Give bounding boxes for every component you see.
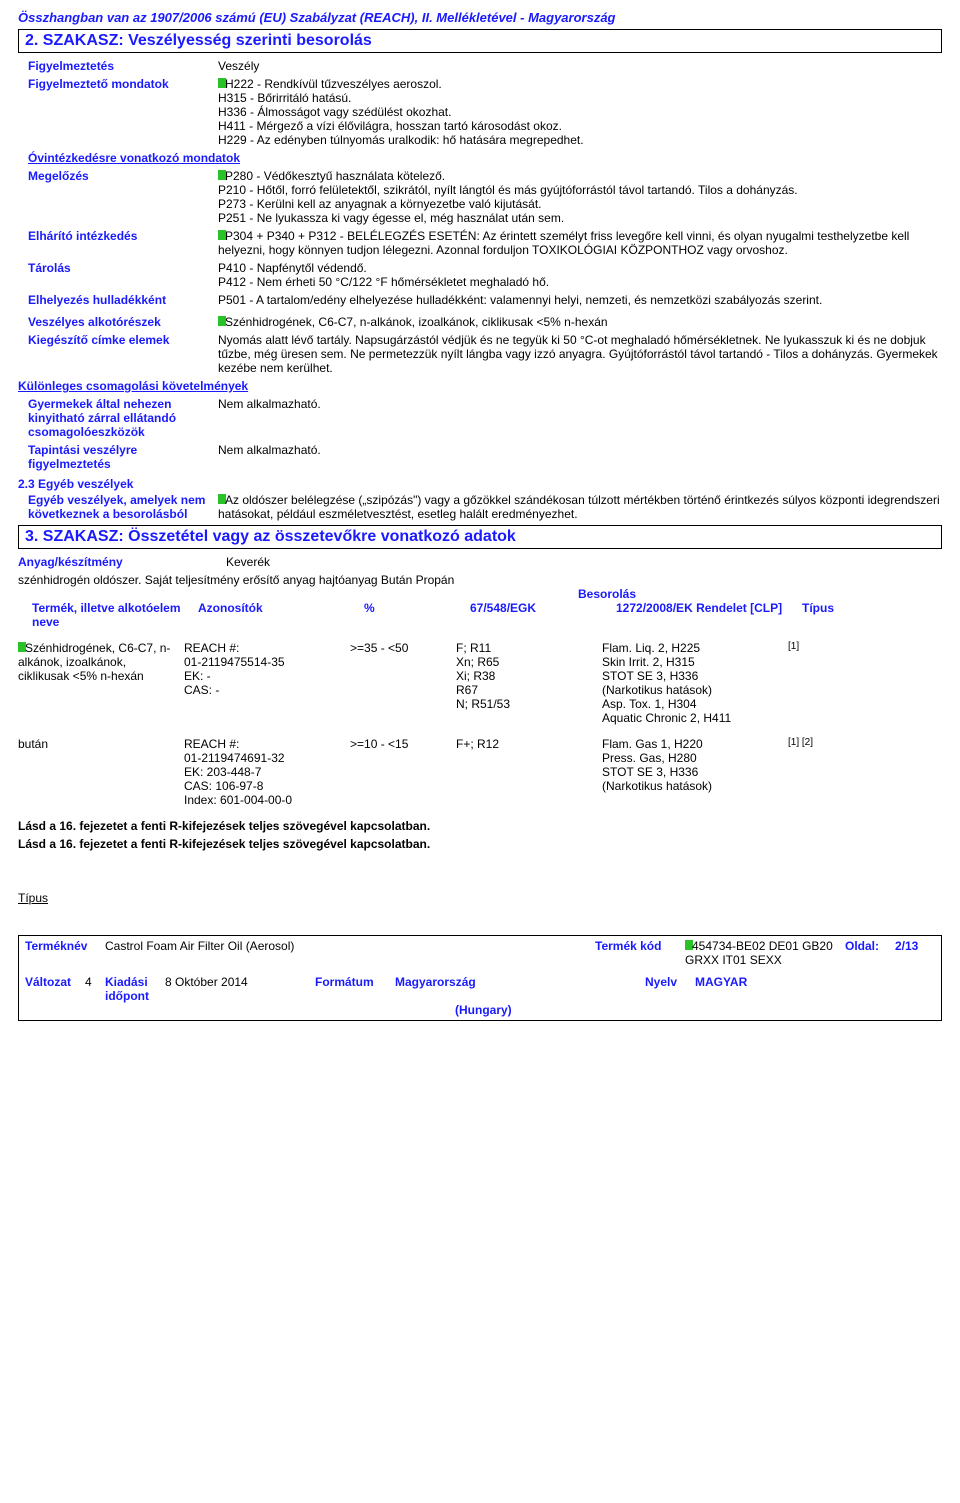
kiegeszito-value: Nyomás alatt lévő tartály. Napsugárzástó… — [218, 333, 942, 375]
tarolas-value: P410 - Napfénytől védendő. P412 - Nem ér… — [218, 261, 942, 289]
kiadasi-label: Kiadási időpont — [105, 975, 165, 1003]
cell-name: Szénhidrogének, C6-C7, n-alkánok, izoalk… — [18, 641, 184, 683]
figyelmezteto-value: H222 - Rendkívül tűzveszélyes aeroszol. … — [218, 77, 942, 147]
cell-name: bután — [18, 737, 184, 751]
nyelv-label: Nyelv — [645, 975, 695, 1003]
figyelmezteto-label: Figyelmeztető mondatok — [18, 77, 218, 147]
h315: H315 - Bőrirritáló hatású. — [218, 91, 351, 105]
cell-id: REACH #: 01-2119475514-35 EK: - CAS: - — [184, 641, 350, 697]
tipus-label: Típus — [18, 891, 942, 905]
kiegeszito-label: Kiegészítő címke elemek — [18, 333, 218, 375]
termeknev-label: Terméknév — [25, 939, 105, 967]
anyag-label: Anyag/készítmény — [18, 555, 226, 569]
h411: H411 - Mérgező a vízi élővilágra, hossza… — [218, 119, 562, 133]
section-3-box: 3. SZAKASZ: Összetétel vagy az összetevő… — [18, 525, 942, 549]
change-flag-icon — [18, 642, 26, 652]
megelozes-label: Megelőzés — [18, 169, 218, 225]
veszelyes-alk-text: Szénhidrogének, C6-C7, n-alkánok, izoalk… — [225, 315, 608, 329]
h222: H222 - Rendkívül tűzveszélyes aeroszol. — [225, 77, 442, 91]
s23-header: 2.3 Egyéb veszélyek — [18, 477, 942, 491]
termekkod-label: Termék kód — [595, 939, 685, 967]
h229: H229 - Az edényben túlnyomás uralkodik: … — [218, 133, 584, 147]
nyelv-value: MAGYAR — [695, 975, 765, 1003]
egyeb-text: Az oldószer belélegzése („szipózás") vag… — [218, 493, 940, 521]
elhelyezes-label: Elhelyezés hulladékként — [18, 293, 218, 307]
tapintasi-label: Tapintási veszélyre figyelmeztetés — [18, 443, 218, 471]
cell-type: [1] — [788, 641, 848, 652]
cell-clp: Flam. Gas 1, H220 Press. Gas, H280 STOT … — [602, 737, 788, 793]
th-type: Típus — [802, 601, 862, 615]
formatum-label: Formátum — [315, 975, 395, 1003]
figyelmeztetes-value: Veszély — [218, 59, 942, 73]
th-pct: % — [364, 601, 470, 615]
gyermek-value: Nem alkalmazható. — [218, 397, 942, 439]
section-2-title: 2. SZAKASZ: Veszélyesség szerinti besoro… — [25, 32, 372, 49]
th-name: Termék, illetve alkotóelem neve — [18, 601, 198, 629]
veszelyes-alk-label: Veszélyes alkotórészek — [18, 315, 218, 329]
cell-ec: F+; R12 — [456, 737, 602, 751]
megelozes-value: P280 - Védőkesztyű használata kötelező. … — [218, 169, 942, 225]
cell-pct: >=35 - <50 — [350, 641, 456, 655]
th-ec: 67/548/EGK — [470, 601, 616, 615]
section3-note1: Lásd a 16. fejezetet a fenti R-kifejezés… — [18, 819, 942, 833]
formatum-value: Magyarország — [395, 975, 525, 1003]
besorolas-header: Besorolás — [18, 587, 942, 601]
kiadasi-value: 8 Október 2014 — [165, 975, 315, 1003]
section-2-box: 2. SZAKASZ: Veszélyesség szerinti besoro… — [18, 29, 942, 53]
valtozat-label: Változat — [25, 975, 85, 1003]
egyeb-value: Az oldószer belélegzése („szipózás") vag… — [218, 493, 942, 521]
elharito-value: P304 + P340 + P312 - BELÉLEGZÉS ESETÉN: … — [218, 229, 942, 257]
valtozat-value: 4 — [85, 975, 105, 1003]
egyeb-label: Egyéb veszélyek, amelyek nem következnek… — [18, 493, 218, 521]
reach-header: Összhangban van az 1907/2006 számú (EU) … — [18, 10, 942, 25]
page-footer: Terméknév Castrol Foam Air Filter Oil (A… — [18, 935, 942, 1021]
th-id: Azonosítók — [198, 601, 364, 615]
composition-table: Termék, illetve alkotóelem neve Azonosít… — [18, 601, 942, 807]
elhelyezes-value: P501 - A tartalom/edény elhelyezése hull… — [218, 293, 942, 307]
termeknev-value: Castrol Foam Air Filter Oil (Aerosol) — [105, 939, 595, 967]
cell-clp: Flam. Liq. 2, H225 Skin Irrit. 2, H315 S… — [602, 641, 788, 725]
th-clp: 1272/2008/EK Rendelet [CLP] — [616, 601, 802, 615]
h336: H336 - Álmosságot vagy szédülést okozhat… — [218, 105, 451, 119]
hungary: (Hungary) — [25, 1003, 935, 1017]
oldal-value: 2/13 — [895, 939, 935, 967]
tapintasi-value: Nem alkalmazható. — [218, 443, 942, 471]
table-row: Szénhidrogének, C6-C7, n-alkánok, izoalk… — [18, 641, 942, 725]
cell-pct: >=10 - <15 — [350, 737, 456, 751]
cell-id: REACH #: 01-2119474691-32 EK: 203-448-7 … — [184, 737, 350, 807]
cell-type: [1] [2] — [788, 737, 848, 748]
tarolas-label: Tárolás — [18, 261, 218, 289]
kulonleges-header: Különleges csomagolási követelmények — [18, 379, 942, 393]
gyermek-label: Gyermekek által nehezen kinyitható zárra… — [18, 397, 218, 439]
elharito-text: P304 + P340 + P312 - BELÉLEGZÉS ESETÉN: … — [218, 229, 909, 257]
cell-ec: F; R11 Xn; R65 Xi; R38 R67 N; R51/53 — [456, 641, 602, 711]
ovintezkedes-header: Óvintézkedésre vonatkozó mondatok — [18, 151, 942, 165]
anyag-value: Keverék — [226, 555, 942, 569]
section-3-title: 3. SZAKASZ: Összetétel vagy az összetevő… — [25, 528, 516, 545]
table-row: butánREACH #: 01-2119474691-32 EK: 203-4… — [18, 737, 942, 807]
termekkod-value: 454734-BE02 DE01 GB20 GRXX IT01 SEXX — [685, 939, 833, 967]
section3-desc: szénhidrogén oldószer. Saját teljesítmén… — [18, 573, 942, 587]
veszelyes-alk-value: Szénhidrogének, C6-C7, n-alkánok, izoalk… — [218, 315, 942, 329]
figyelmeztetes-label: Figyelmeztetés — [18, 59, 218, 73]
megelozes-text: P280 - Védőkesztyű használata kötelező. … — [218, 169, 798, 225]
oldal-label: Oldal: — [845, 939, 895, 967]
elharito-label: Elhárító intézkedés — [18, 229, 218, 257]
section3-note2: Lásd a 16. fejezetet a fenti R-kifejezés… — [18, 837, 942, 851]
table-header-row: Termék, illetve alkotóelem neve Azonosít… — [18, 601, 942, 629]
